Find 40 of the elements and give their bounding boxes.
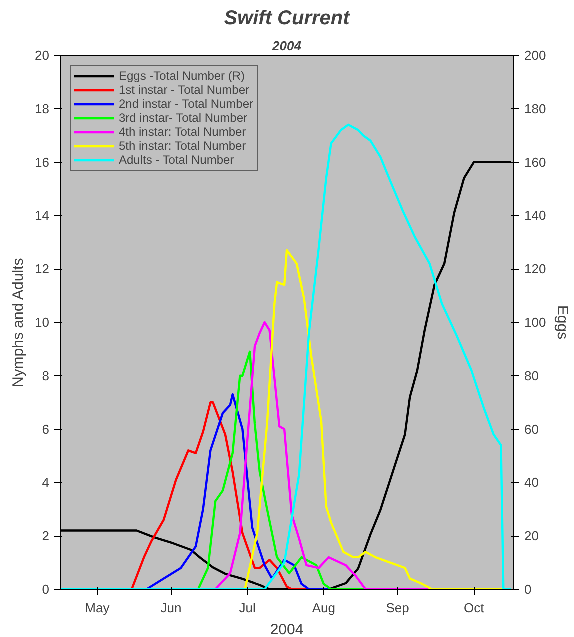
x-tick-label: Jul — [239, 600, 256, 616]
y2-tick-label: 120 — [524, 262, 546, 277]
legend-label: 3rd instar- Total Number — [119, 111, 248, 125]
y2-tick-label: 200 — [524, 48, 546, 63]
y-tick-label: 18 — [35, 101, 50, 116]
y-tick-label: 20 — [35, 48, 50, 63]
y-tick-label: 8 — [42, 368, 50, 384]
y2-tick-label: 80 — [524, 368, 539, 384]
legend-label: 4th instar: Total Number — [119, 125, 246, 139]
x-tick-label: Aug — [312, 600, 336, 616]
y2-tick-label: 60 — [524, 422, 539, 437]
y2-tick-label: 160 — [524, 154, 546, 170]
y2-tick-label: 140 — [524, 208, 546, 224]
y2-tick-label: 100 — [524, 315, 546, 330]
y2-tick-label: 0 — [524, 582, 532, 597]
y-tick-label: 2 — [42, 528, 50, 544]
y-axis-title: Nymphs and Adults — [10, 258, 28, 388]
legend-label: 5th instar: Total Number — [119, 139, 246, 153]
y2-tick-label: 180 — [524, 101, 546, 116]
y-tick-label: 0 — [42, 582, 50, 597]
y-tick-label: 4 — [42, 475, 50, 490]
x-tick-label: Jun — [160, 600, 182, 616]
y-tick-label: 6 — [42, 422, 50, 437]
legend-label: 2nd instar - Total Number — [119, 97, 254, 111]
y-tick-label: 16 — [35, 154, 50, 170]
y2-tick-label: 20 — [524, 528, 539, 544]
x-axis-title: 2004 — [270, 622, 304, 637]
y-tick-label: 10 — [35, 315, 50, 330]
x-tick-label: Oct — [464, 600, 485, 616]
chart-subtitle: 2004 — [272, 38, 302, 54]
chart-title: Swift Current — [224, 8, 352, 30]
y-tick-label: 12 — [35, 262, 50, 277]
x-tick-label: May — [85, 600, 110, 616]
legend-label: 1st instar - Total Number — [119, 83, 250, 97]
y2-tick-label: 40 — [524, 475, 539, 490]
legend-label: Eggs -Total Number (R) — [119, 69, 246, 83]
x-tick-label: Sep — [386, 600, 410, 616]
legend-label: Adults - Total Number — [119, 153, 234, 167]
y2-axis-title: Eggs — [554, 305, 572, 340]
y-tick-label: 14 — [35, 208, 50, 224]
